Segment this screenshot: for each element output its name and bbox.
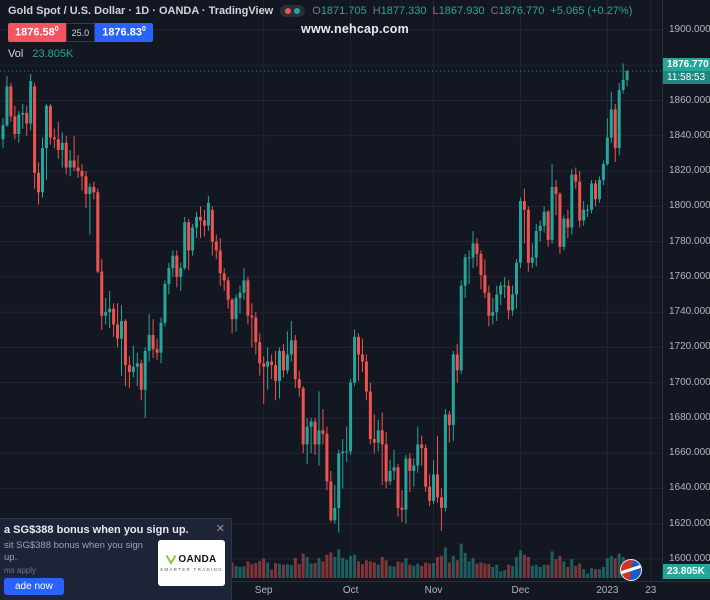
high-group: H1877.330 <box>373 5 427 17</box>
bar-countdown: 11:58:53 <box>663 70 710 84</box>
buy-dot-icon <box>294 8 301 14</box>
price-axis-label: 1680.000 <box>669 411 710 423</box>
oanda-logo: OANDA <box>166 554 216 565</box>
price-axis[interactable]: 1900.0001880.0001860.0001840.0001820.000… <box>662 0 710 582</box>
sell-sup-digit: 0 <box>54 26 59 33</box>
price-axis-label: 1700.000 <box>669 376 710 388</box>
ohlc-values: O1871.705 H1877.330 L1867.930 C1876.770 … <box>312 5 632 17</box>
price-axis-label: 1720.000 <box>669 341 710 353</box>
legend-row: Gold Spot / U.S. Dollar · 1D · OANDA · T… <box>8 5 632 17</box>
ad-close-icon[interactable]: ✕ <box>215 523 225 535</box>
time-axis-label: 23 <box>645 585 657 596</box>
open-value: 1871.705 <box>320 5 367 17</box>
volume-value: 23.805K <box>32 47 74 60</box>
time-axis-label: Nov <box>424 585 443 596</box>
chart-legend: Gold Spot / U.S. Dollar · 1D · OANDA · T… <box>8 5 632 60</box>
logo-swoosh <box>621 564 641 575</box>
price-axis-label: 1760.000 <box>669 270 710 282</box>
symbol-title[interactable]: Gold Spot / U.S. Dollar · 1D · OANDA · T… <box>8 5 274 17</box>
ad-cta-button[interactable]: ade now <box>4 577 64 595</box>
price-axis-label: 1640.000 <box>669 482 710 494</box>
volume-label: Vol <box>8 47 24 60</box>
price-axis-label: 1820.000 <box>669 165 710 177</box>
ad-terms: ms apply <box>4 565 37 575</box>
price-axis-label: 1660.000 <box>669 447 710 459</box>
open-group: O1871.705 <box>312 5 366 17</box>
volume-indicator: Vol 23.805K <box>8 48 632 60</box>
last-price: 1876.770 <box>667 58 709 70</box>
price-axis-label: 1860.000 <box>669 94 710 106</box>
ad-headline: a SG$388 bonus when you sign up. <box>4 524 189 536</box>
price-axis-label: 1840.000 <box>669 129 710 141</box>
spread-value: 25.0 <box>65 23 96 42</box>
ad-text-column: sit SG$388 bonus when you sign up. ms ap… <box>4 540 154 595</box>
sell-button[interactable]: 1876.580 <box>8 23 66 42</box>
time-axis-label: 2023 <box>596 585 619 596</box>
chart-canvas[interactable] <box>0 0 662 582</box>
ad-body: sit SG$388 bonus when you sign up. ms ap… <box>4 540 225 595</box>
buy-button[interactable]: 1876.830 <box>95 23 153 42</box>
watermark: www.nehcap.com <box>301 22 409 36</box>
oanda-v-icon <box>166 555 177 564</box>
buy-sup-digit: 0 <box>141 26 146 33</box>
sell-price: 1876.58 <box>15 26 55 39</box>
time-axis-label: Dec <box>511 585 530 596</box>
oanda-logo-text: OANDA <box>178 554 217 565</box>
low-group: L1867.930 <box>433 5 485 17</box>
oanda-tagline: SMARTER TRADING <box>160 567 223 572</box>
close-label: C <box>490 5 499 17</box>
site-logo-icon[interactable] <box>620 559 642 581</box>
ad-banner: a SG$388 bonus when you sign up. ✕ sit S… <box>0 518 232 600</box>
high-value: 1877.330 <box>380 5 427 17</box>
oanda-logo-card[interactable]: OANDA SMARTER TRADING <box>157 540 225 586</box>
open-label: O <box>312 5 321 17</box>
high-label: H <box>372 5 381 17</box>
trade-panel: 1876.580 25.0 1876.830 <box>8 23 153 42</box>
ad-description: sit SG$388 bonus when you sign up. <box>4 540 143 564</box>
change-value: +5.065 (+0.27%) <box>550 5 633 17</box>
low-value: 1867.930 <box>438 5 485 17</box>
close-value: 1876.770 <box>498 5 545 17</box>
price-axis-label: 1800.000 <box>669 200 710 212</box>
price-axis-label: 1900.000 <box>669 24 710 35</box>
price-axis-label: 1620.000 <box>669 517 710 529</box>
legend-toggle-pill[interactable] <box>280 5 306 17</box>
time-axis-label: Sep <box>254 585 273 596</box>
price-axis-label: 1600.000 <box>669 553 710 564</box>
price-axis-label: 1740.000 <box>669 306 710 318</box>
sell-dot-icon <box>285 8 292 14</box>
last-price-badge: 1876.770 11:58:53 <box>663 57 710 84</box>
time-axis-label: Oct <box>342 585 359 596</box>
price-axis-label: 1780.000 <box>669 235 710 247</box>
volume-axis-badge: 23.805K <box>663 564 710 579</box>
close-group: C1876.770 <box>491 5 545 17</box>
low-label: L <box>432 5 439 17</box>
buy-price: 1876.83 <box>102 26 142 39</box>
